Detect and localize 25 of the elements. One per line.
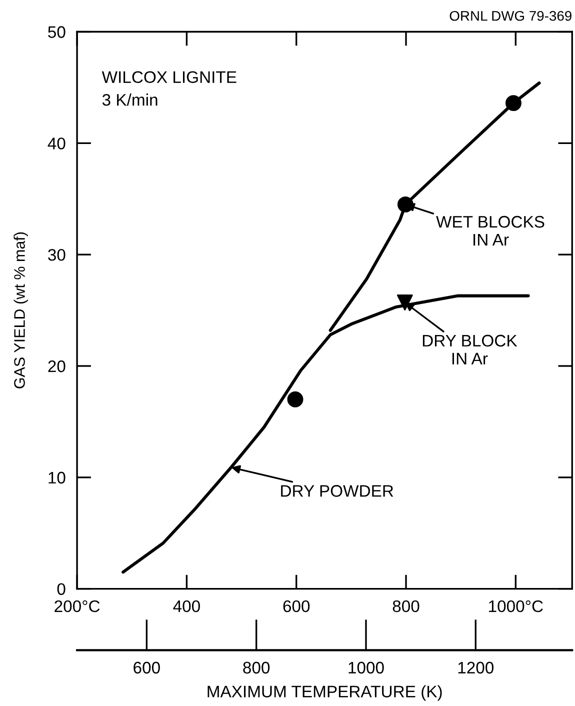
- point: [287, 391, 304, 408]
- y-tick-label: 20: [48, 360, 66, 372]
- x-tick-label: 800: [392, 600, 420, 612]
- annotation: DRY POWDER: [281, 485, 394, 497]
- x-tick-label: 1000°C: [489, 600, 543, 612]
- x2-tick-label: 1200: [458, 662, 494, 674]
- y-tick-label: 10: [48, 472, 66, 484]
- point: [396, 294, 413, 310]
- y-tick-label: 50: [48, 26, 66, 38]
- annotation: WILCOX LIGNITE 3 K/min: [102, 71, 236, 106]
- annotation: WET BLOCKS IN Ar: [436, 216, 544, 246]
- y-tick-label: 30: [48, 248, 66, 261]
- text: ORNL DWG 79-369: [450, 10, 572, 21]
- x2-tick-label: 600: [134, 662, 160, 674]
- annotation: DRY BLOCK IN Ar: [422, 334, 518, 364]
- x-tick-label: 400: [173, 600, 200, 612]
- x2-axis-title: MAXIMUM TEMPERATURE (K): [208, 685, 442, 701]
- x-tick-label: 600: [283, 600, 310, 612]
- x-tick-label: 200°C: [54, 600, 100, 612]
- y-tick-label: 40: [48, 138, 66, 150]
- x2-tick-label: 1000: [348, 662, 384, 674]
- y-axis-title: GAS YIELD (wt % maf): [14, 232, 28, 388]
- y-tick-label: 0: [57, 583, 66, 596]
- point: [505, 95, 522, 112]
- x2-tick-label: 800: [243, 662, 270, 674]
